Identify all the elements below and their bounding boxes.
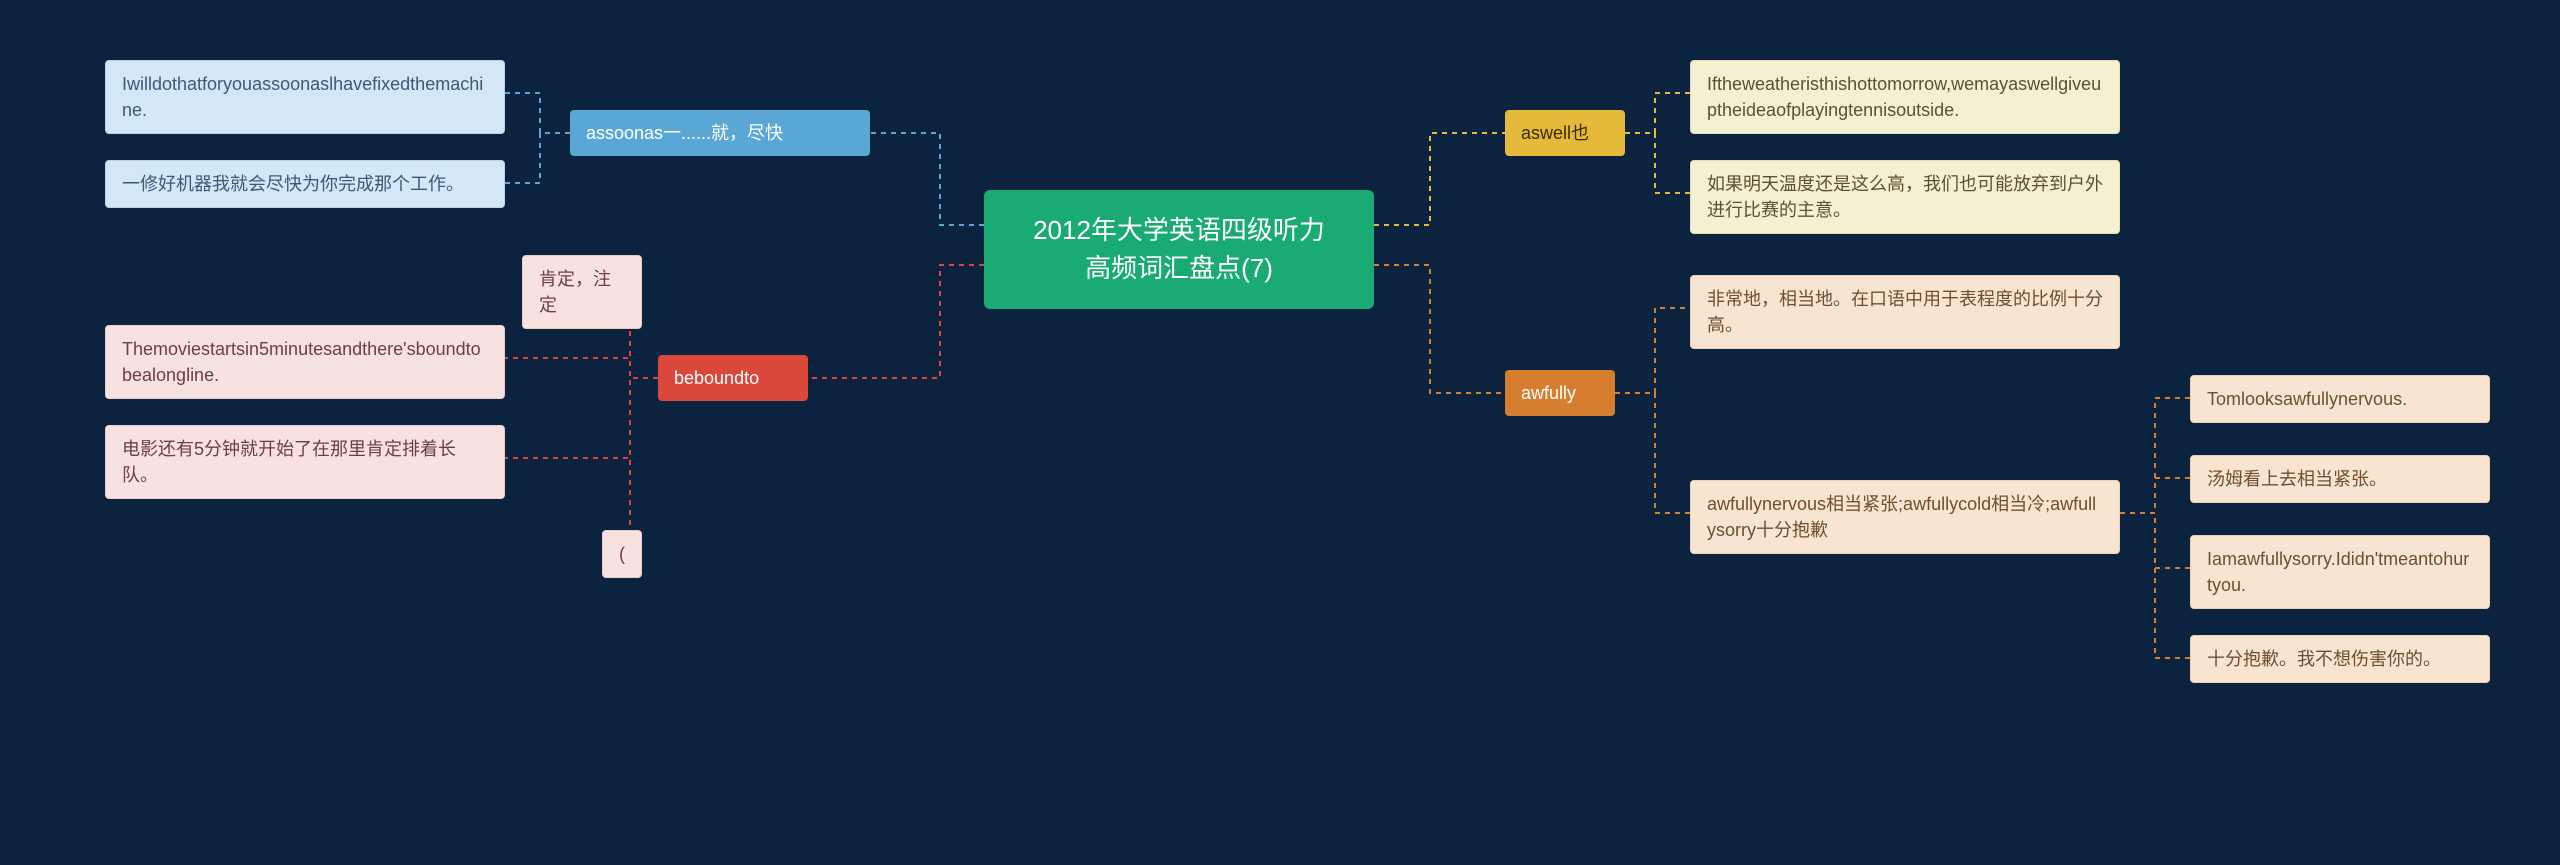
leaf-assoonas-1: Iwilldothatforyouassoonaslhavefixedthema… [105,60,505,134]
leaf-beboundto-2: Themoviestartsin5minutesandthere'sboundt… [105,325,505,399]
leaf-beboundto-4: ( [602,530,642,578]
leaf-awfully-2-4: 十分抱歉。我不想伤害你的。 [2190,635,2490,683]
leaf-awfully-1: 非常地，相当地。在口语中用于表程度的比例十分高。 [1690,275,2120,349]
branch-assoonas[interactable]: assoonas一......就，尽快 [570,110,870,156]
leaf-awfully-2-1: Tomlooksawfullynervous. [2190,375,2490,423]
leaf-aswell-2: 如果明天温度还是这么高，我们也可能放弃到户外进行比赛的主意。 [1690,160,2120,234]
branch-aswell[interactable]: aswell也 [1505,110,1625,156]
leaf-awfully-2-2: 汤姆看上去相当紧张。 [2190,455,2490,503]
leaf-beboundto-1: 肯定，注定 [522,255,642,329]
leaf-aswell-1: Iftheweatheristhishottomorrow,wemayaswel… [1690,60,2120,134]
branch-beboundto[interactable]: beboundto [658,355,808,401]
leaf-awfully-2[interactable]: awfullynervous相当紧张;awfullycold相当冷;awfull… [1690,480,2120,554]
root-node[interactable]: 2012年大学英语四级听力 高频词汇盘点(7) [984,190,1374,309]
leaf-assoonas-2: 一修好机器我就会尽快为你完成那个工作。 [105,160,505,208]
branch-awfully[interactable]: awfully [1505,370,1615,416]
leaf-beboundto-3: 电影还有5分钟就开始了在那里肯定排着长队。 [105,425,505,499]
leaf-awfully-2-3: Iamawfullysorry.Ididn'tmeantohurtyou. [2190,535,2490,609]
